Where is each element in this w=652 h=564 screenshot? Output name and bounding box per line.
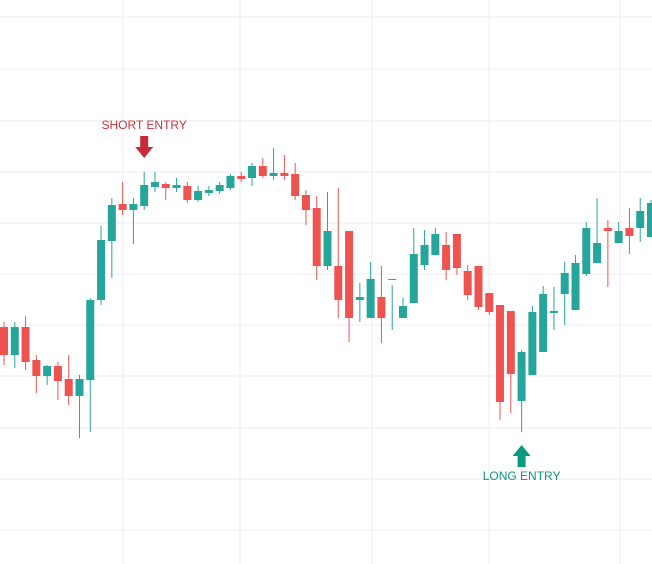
candle-body (571, 263, 580, 310)
candle-body (183, 186, 192, 200)
candle-body (161, 184, 170, 188)
candle-body (53, 366, 62, 381)
candle-body (647, 203, 652, 237)
candle-body (366, 279, 375, 318)
candle-body (237, 176, 246, 179)
candle-body (603, 228, 612, 231)
candle-body (334, 266, 343, 300)
candle-body (248, 166, 257, 178)
candle-body (172, 185, 181, 188)
candle-body (312, 208, 321, 266)
candle-body (431, 234, 440, 255)
candle-body (280, 173, 289, 176)
candle-body (0, 327, 8, 355)
candle-body (398, 306, 407, 318)
candle-body (258, 166, 267, 176)
candle-body (64, 379, 73, 396)
long-entry-arrow (512, 445, 531, 467)
candle-body (194, 191, 203, 200)
candle-body (97, 240, 106, 300)
candle-body (32, 360, 41, 376)
candle-body (118, 204, 127, 210)
candle-body (593, 243, 602, 263)
candle-body (215, 185, 224, 191)
candle-body (107, 205, 116, 241)
candle-body (140, 185, 149, 206)
candle-body (420, 245, 429, 265)
annotation-label: SHORT ENTRY (102, 118, 187, 132)
candle-body (355, 297, 364, 300)
candle-body (409, 254, 418, 303)
candle-body (528, 312, 537, 375)
candle-body (291, 174, 300, 196)
candle-body (129, 204, 138, 210)
short-entry-arrow (135, 136, 154, 158)
candle-body (86, 300, 95, 380)
candle-body (10, 327, 19, 355)
candle-body (474, 266, 483, 307)
candle-body (496, 305, 505, 402)
candle-body (549, 311, 558, 313)
candle-body (301, 195, 310, 210)
candle-body (226, 176, 235, 188)
candle-body (506, 311, 515, 374)
candle-body (539, 294, 548, 352)
candle-body (560, 273, 569, 294)
annotation-label: LONG ENTRY (483, 469, 561, 483)
candle-body (323, 231, 332, 266)
candle-body (75, 379, 84, 396)
candle-body (485, 293, 494, 312)
candle-body (442, 245, 451, 270)
candle-body (150, 182, 159, 187)
candle-body (204, 190, 213, 193)
candle-body (452, 234, 461, 268)
candle-body (625, 228, 634, 236)
candle-body (377, 297, 386, 318)
candle-body (463, 271, 472, 295)
candle-body (517, 352, 526, 401)
candle-body (21, 327, 30, 362)
candle-body (614, 231, 623, 243)
candle-body (388, 279, 397, 280)
candle-body (345, 231, 354, 318)
candle-body (636, 211, 645, 228)
candle-body (269, 173, 278, 176)
candle-body (582, 228, 591, 274)
candle-body (43, 366, 52, 376)
